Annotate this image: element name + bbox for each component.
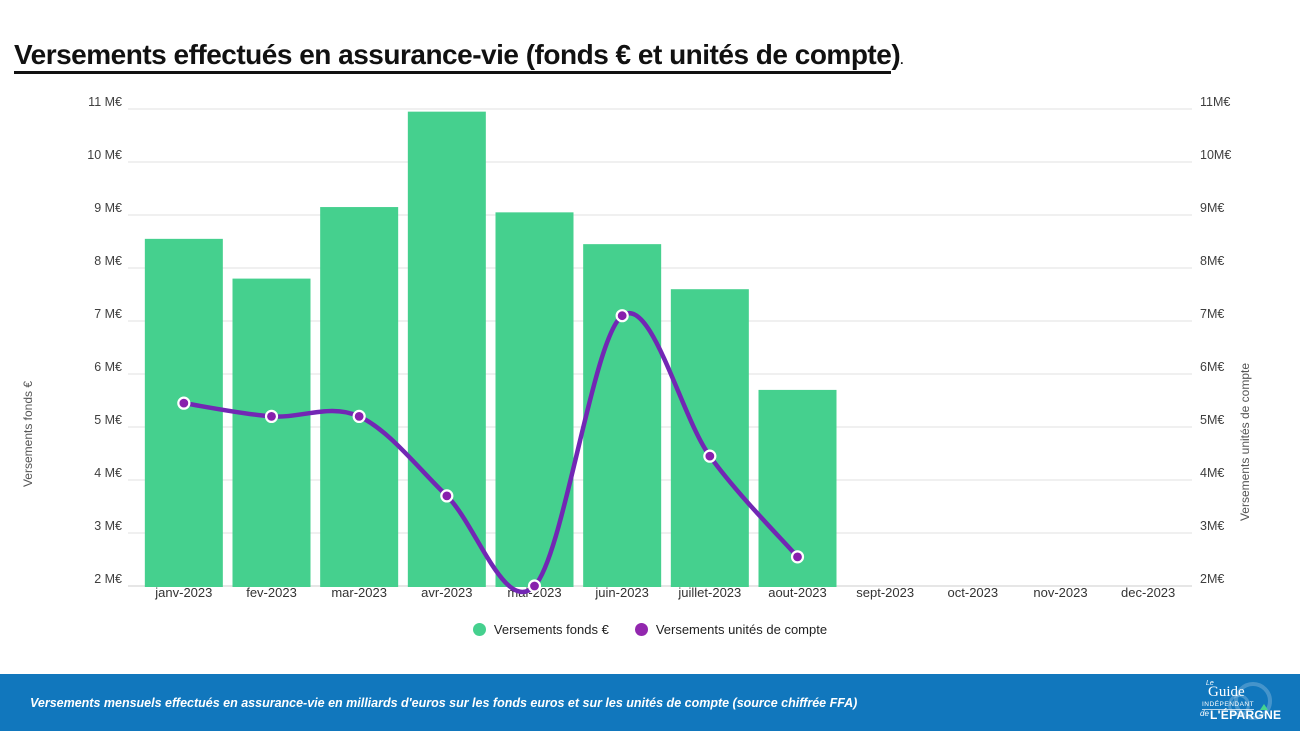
y-tick-left: 10 M€ (87, 148, 122, 162)
chart-area: 2 M€ 2M€ 3 M€ 3M€ 4 M€ 4M€ 5 M€ 5M€ 6 M€ 6M€ 7 M€ 7… (0, 80, 1300, 625)
point-mar-2023[interactable] (352, 409, 366, 423)
x-tick-aout-2023: aout-2023 (768, 585, 827, 600)
y-tick-left: 8 M€ (94, 254, 122, 268)
y-tick-right: 8M€ (1200, 254, 1224, 268)
x-tick-dec-2023: dec-2023 (1121, 585, 1175, 600)
point-aout-2023[interactable] (790, 550, 805, 564)
y-tick-right: 3M€ (1200, 519, 1224, 533)
footer-bar: Versements mensuels effectués en assuran… (0, 674, 1300, 731)
y-tick-left: 9 M€ (94, 201, 122, 215)
point-avr-2023[interactable] (440, 489, 454, 503)
point-fev-2023[interactable] (264, 409, 279, 423)
x-tick-avr-2023: avr-2023 (421, 585, 472, 600)
bar-fev-2023[interactable] (232, 278, 311, 587)
y-tick-right: 5M€ (1200, 413, 1224, 427)
x-tick-juin-2023: juin-2023 (594, 585, 649, 600)
legend-item-0[interactable]: Versements fonds € (472, 622, 609, 637)
y-tick-right: 10M€ (1200, 148, 1231, 162)
footer-caption: Versements mensuels effectués en assuran… (30, 695, 858, 710)
bar-avr-2023[interactable] (407, 111, 486, 588)
page-title-closing: ) (891, 38, 901, 70)
x-tick-nov-2023: nov-2023 (1033, 585, 1087, 600)
y-axis-title-right: Versements unités de compte (1238, 362, 1252, 522)
x-tick-fev-2023: fev-2023 (246, 585, 297, 600)
bar-juin-2023[interactable] (583, 244, 662, 587)
logo-epargne: L'ÉPARGNE (1210, 708, 1282, 722)
legend-item-1[interactable]: Versements unités de compte (634, 622, 828, 637)
y-tick-right: 11M€ (1200, 95, 1230, 109)
page-title-suffix: . (900, 52, 903, 67)
legend-label: Versements unités de compte (655, 622, 828, 637)
point-juin-2023[interactable] (615, 309, 629, 323)
legend-dot-icon (472, 623, 486, 636)
point-mai-2023[interactable] (527, 579, 542, 593)
y-tick-left: 5 M€ (94, 413, 122, 427)
bar-mai-2023[interactable] (495, 212, 574, 587)
guide-epargne-logo: Le Guide INDÉPENDANT de L'ÉPARGNE (1198, 680, 1281, 725)
chart-svg: 2 M€ 2M€ 3 M€ 3M€ 4 M€ 4M€ 5 M€ 5M€ 6 M€ 6M€ 7 M€ 7… (87, 95, 1231, 600)
x-tick-mar-2023: mar-2023 (331, 585, 387, 600)
y-tick-left: 4 M€ (94, 466, 122, 480)
y-tick-right: 6M€ (1200, 360, 1224, 374)
y-tick-left: 6 M€ (94, 360, 122, 374)
logo-le: Le (1206, 680, 1214, 687)
bar-mar-2023[interactable] (320, 207, 399, 588)
legend-dot-icon (634, 623, 648, 636)
y-tick-right: 4M€ (1200, 466, 1224, 480)
logo-independant: INDÉPENDANT (1202, 701, 1255, 710)
x-tick-janv-2023: janv-2023 (154, 585, 212, 600)
y-tick-right: 2M€ (1200, 572, 1224, 586)
bar-juillet-2023[interactable] (670, 289, 749, 587)
logo-de: de (1200, 709, 1209, 718)
page-title-underlined: Versements effectués en assurance-vie (f… (14, 38, 892, 74)
legend: Versements fonds € Versements unités de c… (0, 622, 1300, 637)
page-title: Versements effectués en assurance-vie (f… (14, 38, 903, 74)
y-tick-left: 2 M€ (94, 572, 122, 586)
y-axis-title-left: Versements fonds € (21, 380, 35, 488)
x-tick-sept-2023: sept-2023 (856, 585, 914, 600)
point-juillet-2023[interactable] (703, 449, 717, 463)
x-tick-juillet-2023: juillet-2023 (677, 585, 741, 600)
logo-guide: Guide (1208, 684, 1245, 700)
y-tick-left: 11 M€ (88, 95, 122, 109)
logo-accent-icon (1260, 704, 1268, 710)
logo-ring-small-icon (1228, 694, 1250, 716)
x-tick-oct-2023: oct-2023 (948, 585, 999, 600)
bar-janv-2023[interactable] (144, 238, 223, 587)
point-janv-2023[interactable] (177, 396, 191, 410)
y-tick-left: 3 M€ (94, 519, 122, 533)
y-tick-right: 9M€ (1200, 201, 1224, 215)
y-tick-left: 7 M€ (94, 307, 122, 321)
legend-label: Versements fonds € (493, 622, 609, 637)
y-tick-right: 7M€ (1200, 307, 1224, 321)
